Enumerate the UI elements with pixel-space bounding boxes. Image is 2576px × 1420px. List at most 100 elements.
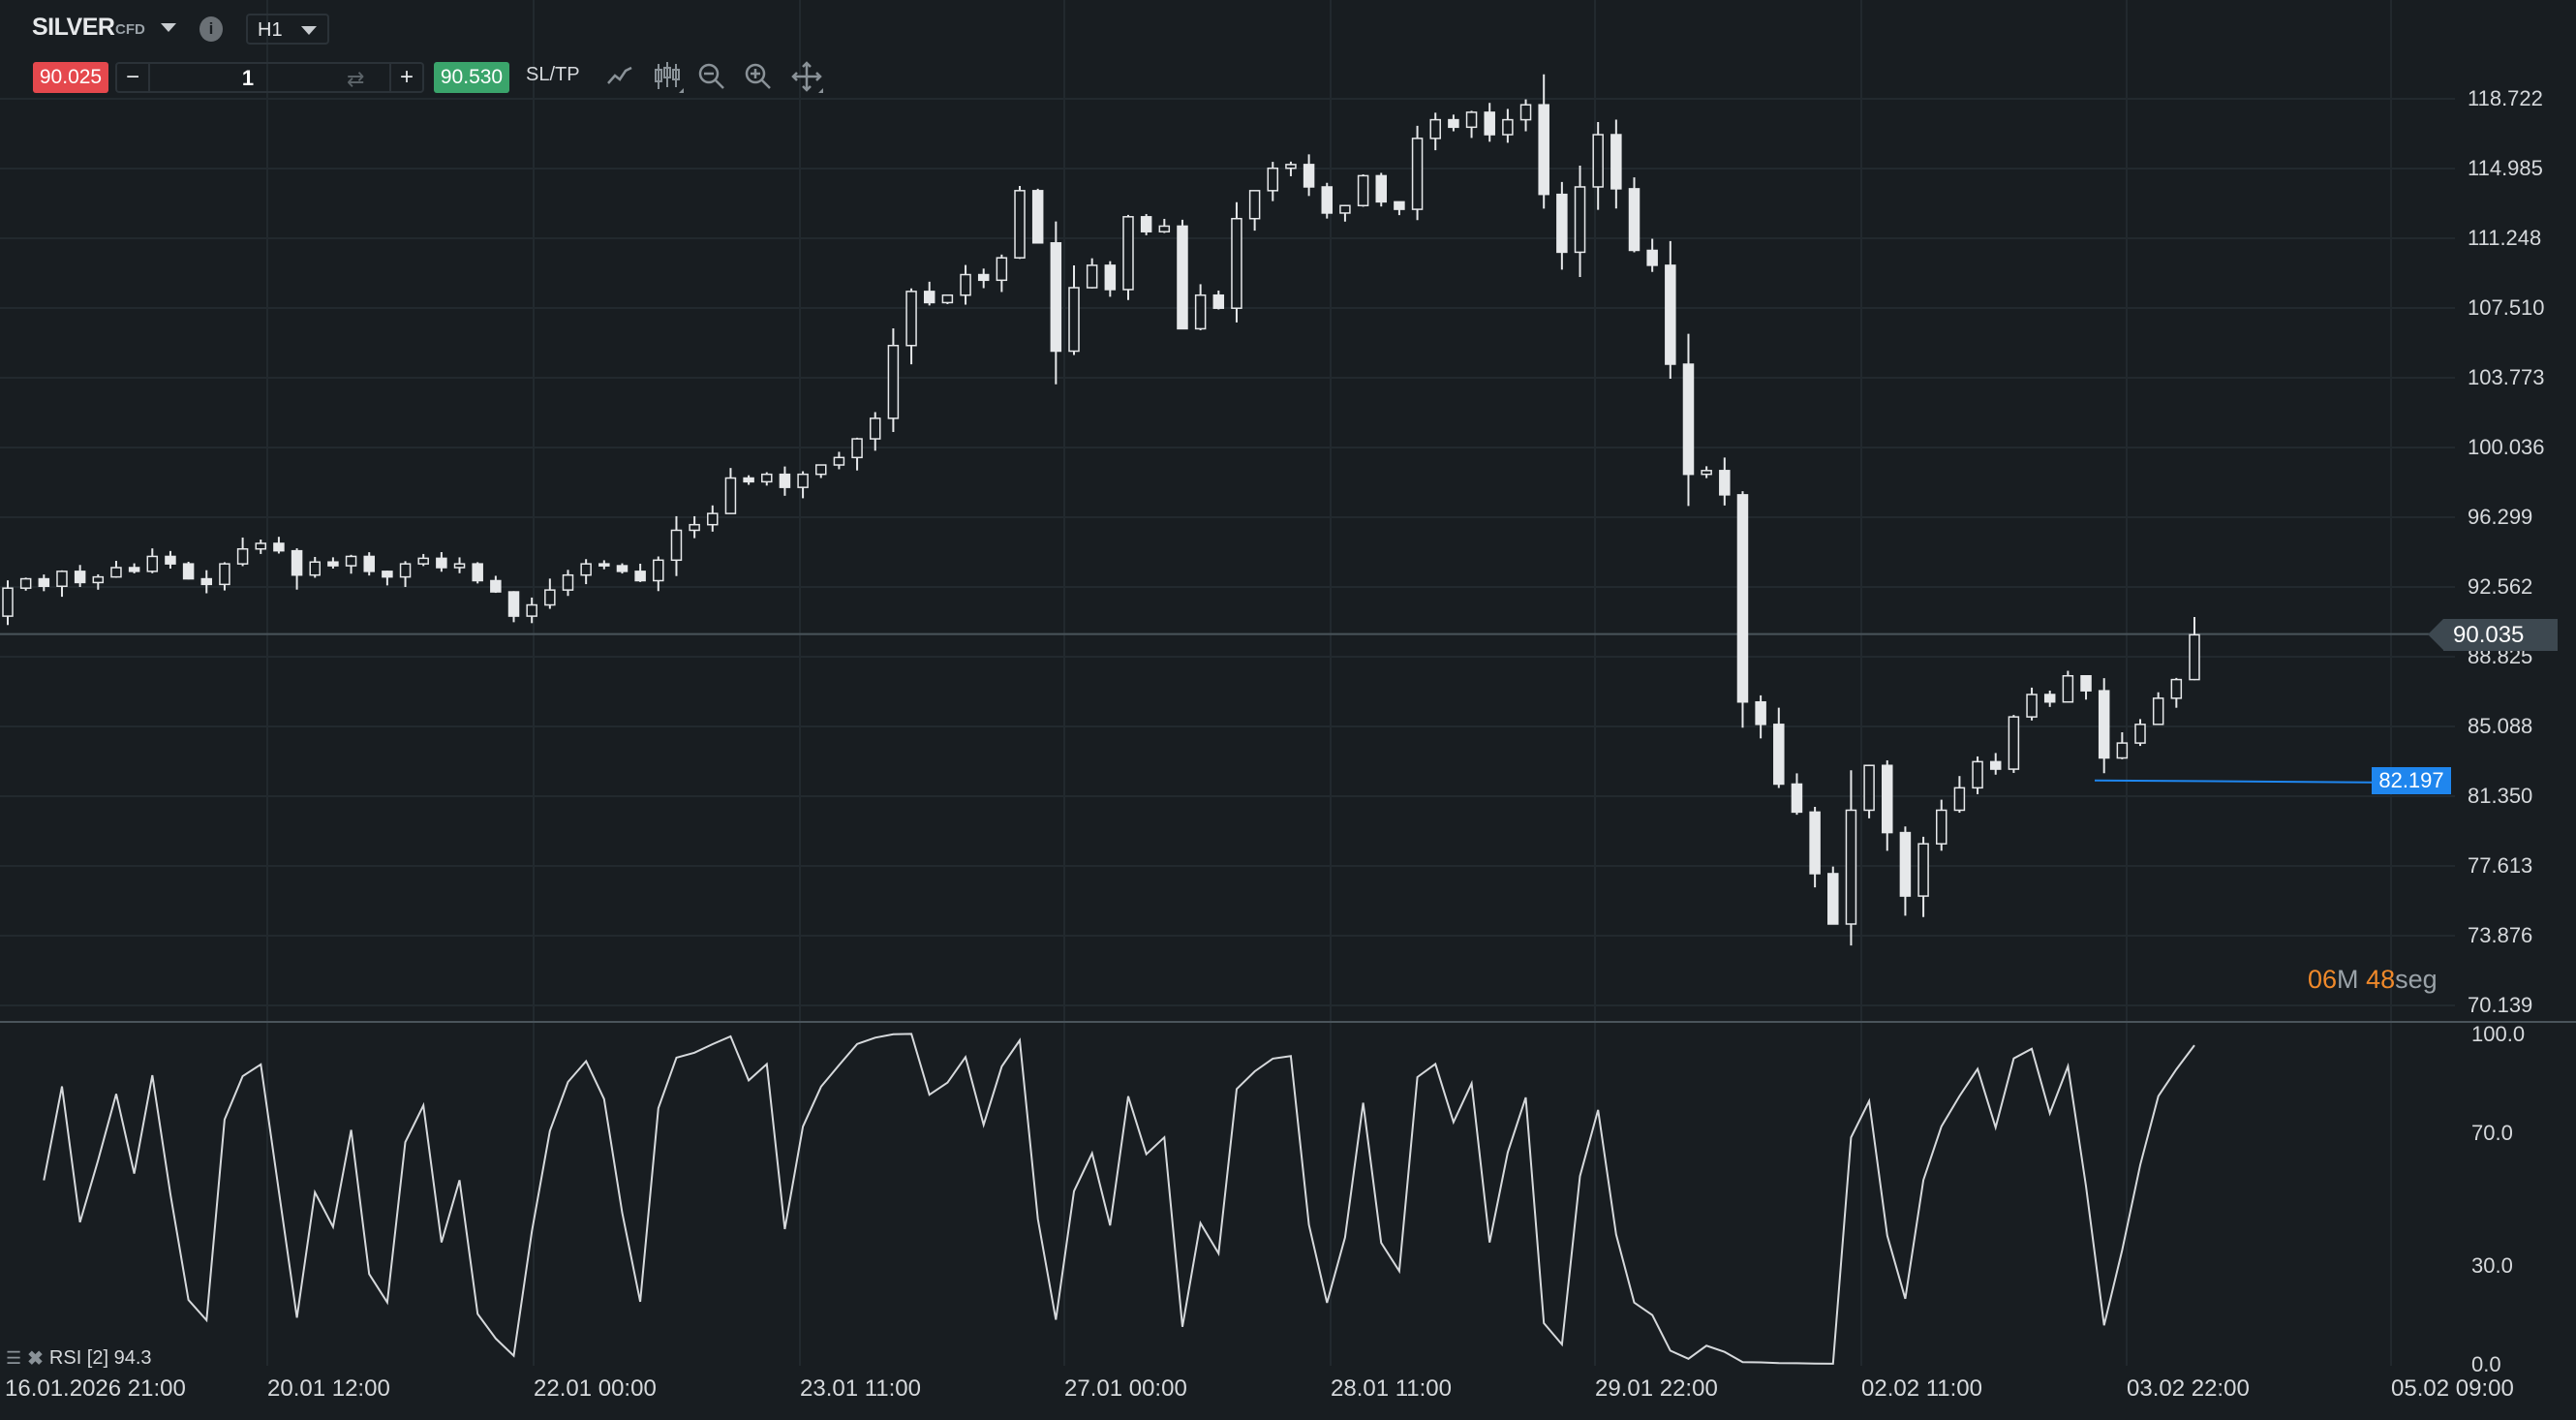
candle-body [851, 438, 863, 459]
price-axis-label: 92.562 [2468, 574, 2533, 599]
price-axis-label: 114.985 [2468, 156, 2543, 180]
candle-body [1068, 287, 1080, 353]
candle-body [779, 473, 791, 488]
candle-body [2043, 694, 2056, 703]
quantity-input[interactable]: 1 [241, 66, 255, 90]
candle-body [1863, 764, 1875, 812]
time-axis-label: 20.01 12:00 [267, 1375, 390, 1402]
candle-body [1484, 111, 1495, 136]
price-axis-label: 81.350 [2468, 784, 2533, 808]
candle-body [146, 555, 159, 572]
price-axis-label: 107.510 [2468, 295, 2545, 320]
candle-body [1791, 783, 1803, 814]
candle-body [309, 561, 321, 576]
quantity-stepper[interactable]: − 1 ⇄ + [115, 62, 424, 93]
candle-body [1502, 118, 1514, 136]
line-chart-icon[interactable] [604, 60, 637, 93]
candle-body [1827, 873, 1839, 925]
order-price-tag[interactable]: 82.197 [2372, 766, 2451, 794]
candle-body [1394, 201, 1405, 210]
candle-body [399, 563, 412, 578]
time-axis-label: 22.01 00:00 [534, 1375, 657, 1402]
order-line[interactable] [2094, 779, 2373, 784]
candle-body [38, 577, 50, 588]
timeframe-select[interactable]: H1 [246, 14, 329, 45]
candle-body [1917, 843, 1929, 897]
settings-icon[interactable]: ☰ [6, 1348, 22, 1368]
candle-body [2008, 716, 2020, 770]
candle-body [1122, 216, 1134, 291]
candle-body [1519, 104, 1532, 121]
close-icon[interactable]: ✖ [27, 1348, 44, 1370]
candle-body [92, 575, 105, 584]
candle-body [815, 464, 827, 476]
symbol-dropdown-icon[interactable] [161, 23, 176, 32]
candle-body [273, 542, 285, 552]
candle-body [1140, 216, 1152, 232]
candle-body [941, 293, 954, 304]
candle-body [2080, 674, 2092, 692]
candle-body [1682, 363, 1695, 476]
candle-body [74, 571, 86, 584]
candle-body [562, 573, 574, 591]
candle-body [327, 561, 339, 567]
move-icon[interactable] [790, 60, 823, 93]
candle-body [2026, 694, 2038, 718]
time-axis-label: 29.01 22:00 [1595, 1375, 1718, 1402]
candle-body [1086, 264, 1098, 289]
candle-body [1267, 167, 1279, 192]
candlestick-icon[interactable] [651, 60, 684, 93]
symbol-name[interactable]: SILVER [32, 14, 115, 41]
timeframe-value: H1 [258, 19, 283, 41]
candle-body [1809, 811, 1821, 875]
timer-seconds-unit: seg [2395, 965, 2438, 994]
sell-button[interactable]: 90.025 [33, 62, 108, 93]
current-price-tag: 90.035 [2428, 618, 2558, 651]
candle-body [977, 273, 990, 282]
candle-body [670, 529, 683, 562]
decrease-button[interactable]: − [117, 64, 150, 91]
candle-body [110, 567, 122, 578]
candle-body [689, 523, 700, 532]
candle-body [165, 555, 176, 565]
price-axis-label: 118.722 [2468, 86, 2543, 110]
candle-body [1646, 249, 1658, 266]
candle-body [1248, 190, 1261, 220]
candle-body [1882, 764, 1893, 834]
price-axis-label: 73.876 [2468, 923, 2533, 947]
candle-body [797, 473, 809, 488]
buy-button[interactable]: 90.530 [434, 62, 509, 93]
candle-body [472, 563, 483, 582]
candle-body [598, 563, 610, 567]
rsi-label: RSI [2] 94.3 [48, 1347, 152, 1369]
candle-body [1701, 470, 1712, 476]
candle-body [1375, 174, 1387, 203]
candle-body [56, 571, 68, 588]
candle-body [453, 563, 466, 569]
candle-body [1339, 204, 1351, 214]
rsi-axis-label: 100.0 [2471, 1022, 2526, 1046]
candle-body [1719, 470, 1731, 496]
rsi-legend: ☰ ✖ RSI [2] 94.3 [6, 1346, 152, 1371]
rsi-axis-label: 70.0 [2471, 1121, 2513, 1146]
candle-body [291, 549, 303, 576]
candle-body [2189, 633, 2200, 681]
candle-body [1610, 134, 1622, 190]
rsi-line [43, 1033, 2195, 1365]
candle-body [2116, 742, 2129, 759]
candle-body [1177, 225, 1188, 330]
candle-body [833, 456, 845, 466]
candle-body [1953, 787, 1966, 812]
zoom-out-icon[interactable] [695, 60, 728, 93]
sltp-button[interactable]: SL/TP [526, 64, 580, 85]
candle-body [1104, 264, 1117, 291]
candle-body [436, 557, 447, 569]
increase-button[interactable]: + [389, 64, 422, 91]
info-icon[interactable]: i [199, 16, 223, 42]
time-axis-label: 23.01 11:00 [800, 1375, 922, 1402]
swap-icon[interactable]: ⇄ [347, 67, 365, 91]
candle-body [960, 273, 971, 296]
candle-body [19, 577, 32, 589]
zoom-in-icon[interactable] [742, 60, 775, 93]
